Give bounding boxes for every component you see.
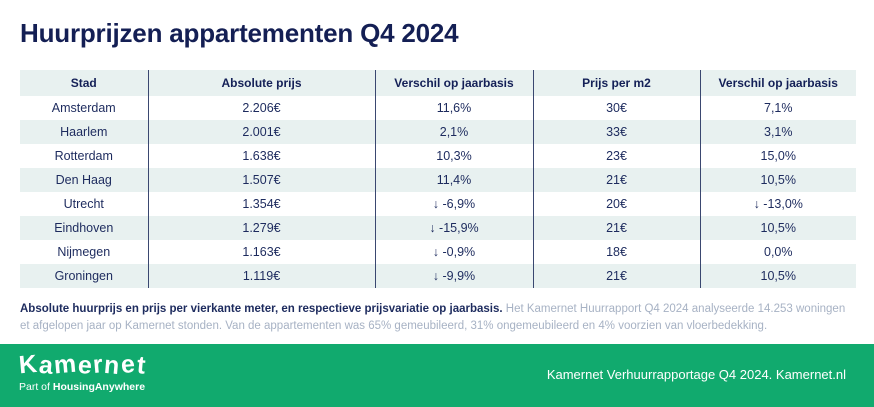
table-row: Groningen 1.119€ ↓ -9,9% 21€ 10,5%	[20, 264, 856, 288]
logo-tagline: Part of HousingAnywhere	[19, 381, 146, 393]
city-cell: Den Haag	[20, 168, 149, 192]
table-body: Amsterdam 2.206€ 11,6% 30€ 7,1% Haarlem 2.001€…	[20, 96, 856, 288]
value-cell: 33€	[533, 120, 701, 144]
value-cell: 2.001€	[148, 120, 376, 144]
table-row: Haarlem 2.001€ 2,1% 33€ 3,1%	[20, 120, 856, 144]
column-header: Verschil op jaarbasis	[700, 70, 856, 96]
value-cell: 20€	[533, 192, 701, 216]
table-row: Amsterdam 2.206€ 11,6% 30€ 7,1%	[20, 96, 856, 120]
value-cell: 1.279€	[148, 216, 376, 240]
city-cell: Eindhoven	[20, 216, 149, 240]
column-header: Prijs per m2	[533, 70, 701, 96]
city-cell: Amsterdam	[20, 96, 149, 120]
value-cell: ↓ -15,9%	[375, 216, 534, 240]
table-row: Utrecht 1.354€ ↓ -6,9% 20€ ↓ -13,0%	[20, 192, 856, 216]
value-cell: ↓ -13,0%	[753, 197, 803, 211]
table-row: Eindhoven 1.279€ ↓ -15,9% 21€ 10,5%	[20, 216, 856, 240]
column-header: Absolute prijs	[148, 70, 376, 96]
tagline-brand: HousingAnywhere	[52, 381, 146, 393]
header-row: Stad Absolute prijs Verschil op jaarbasis P…	[20, 70, 856, 96]
value-cell: 10,5%	[760, 173, 796, 187]
footer-bar: Kamernet Part of HousingAnywhere Kamerne…	[0, 344, 874, 407]
value-cell: 1.507€	[148, 168, 376, 192]
footnote-bold-text: Absolute huurprijs en prijs per vierkant…	[20, 303, 503, 315]
value-cell: 11,6%	[375, 96, 534, 120]
value-cell: ↓ -0,9%	[375, 240, 534, 264]
table-row: Nijmegen 1.163€ ↓ -0,9% 18€ 0,0%	[20, 240, 856, 264]
value-cell: 10,5%	[760, 269, 796, 283]
value-cell: 2.206€	[148, 96, 376, 120]
value-cell: 2,1%	[375, 120, 534, 144]
value-cell: ↓ -6,9%	[375, 192, 534, 216]
column-header: Stad	[20, 70, 149, 96]
page-title: Huurprijzen appartementen Q4 2024	[20, 18, 459, 48]
city-cell: Haarlem	[20, 120, 149, 144]
value-cell: 3,1%	[764, 125, 793, 139]
value-cell: 21€	[533, 264, 701, 288]
value-cell: 30€	[533, 96, 701, 120]
value-cell: 7,1%	[764, 101, 793, 115]
city-cell: Utrecht	[20, 192, 149, 216]
value-cell: ↓ -9,9%	[375, 264, 534, 288]
value-cell: 21€	[533, 168, 701, 192]
footnote-regular-text: Het Kamernet Huurrapport Q4 2024 analyse…	[20, 303, 846, 332]
value-cell: 10,3%	[375, 144, 534, 168]
value-cell: 23€	[533, 144, 701, 168]
footnote: Absolute huurprijs en prijs per vierkant…	[20, 301, 854, 334]
tagline-prefix: Part of	[19, 381, 53, 393]
value-cell: 15,0%	[760, 149, 796, 163]
value-cell: 18€	[533, 240, 701, 264]
value-cell: 1.638€	[148, 144, 376, 168]
value-cell: 0,0%	[764, 245, 793, 259]
rent-prices-table: Stad Absolute prijs Verschil op jaarbasis P…	[20, 70, 856, 288]
table-header: Stad Absolute prijs Verschil op jaarbasis P…	[20, 70, 856, 96]
value-cell: 10,5%	[760, 221, 796, 235]
value-cell: 11,4%	[375, 168, 534, 192]
kamernet-logo-wordmark: Kamernet	[17, 349, 148, 381]
kamernet-logo: Kamernet Part of HousingAnywhere	[17, 349, 148, 393]
value-cell: 1.119€	[148, 264, 376, 288]
city-cell: Groningen	[20, 264, 149, 288]
city-cell: Rotterdam	[20, 144, 149, 168]
value-cell: 21€	[533, 216, 701, 240]
column-header: Verschil op jaarbasis	[375, 70, 534, 96]
value-cell: 1.354€	[148, 192, 376, 216]
footer-report-label: Kamernet Verhuurrapportage Q4 2024. Kame…	[546, 367, 846, 382]
table-row: Den Haag 1.507€ 11,4% 21€ 10,5%	[20, 168, 856, 192]
table-row: Rotterdam 1.638€ 10,3% 23€ 15,0%	[20, 144, 856, 168]
value-cell: 1.163€	[148, 240, 376, 264]
city-cell: Nijmegen	[20, 240, 149, 264]
